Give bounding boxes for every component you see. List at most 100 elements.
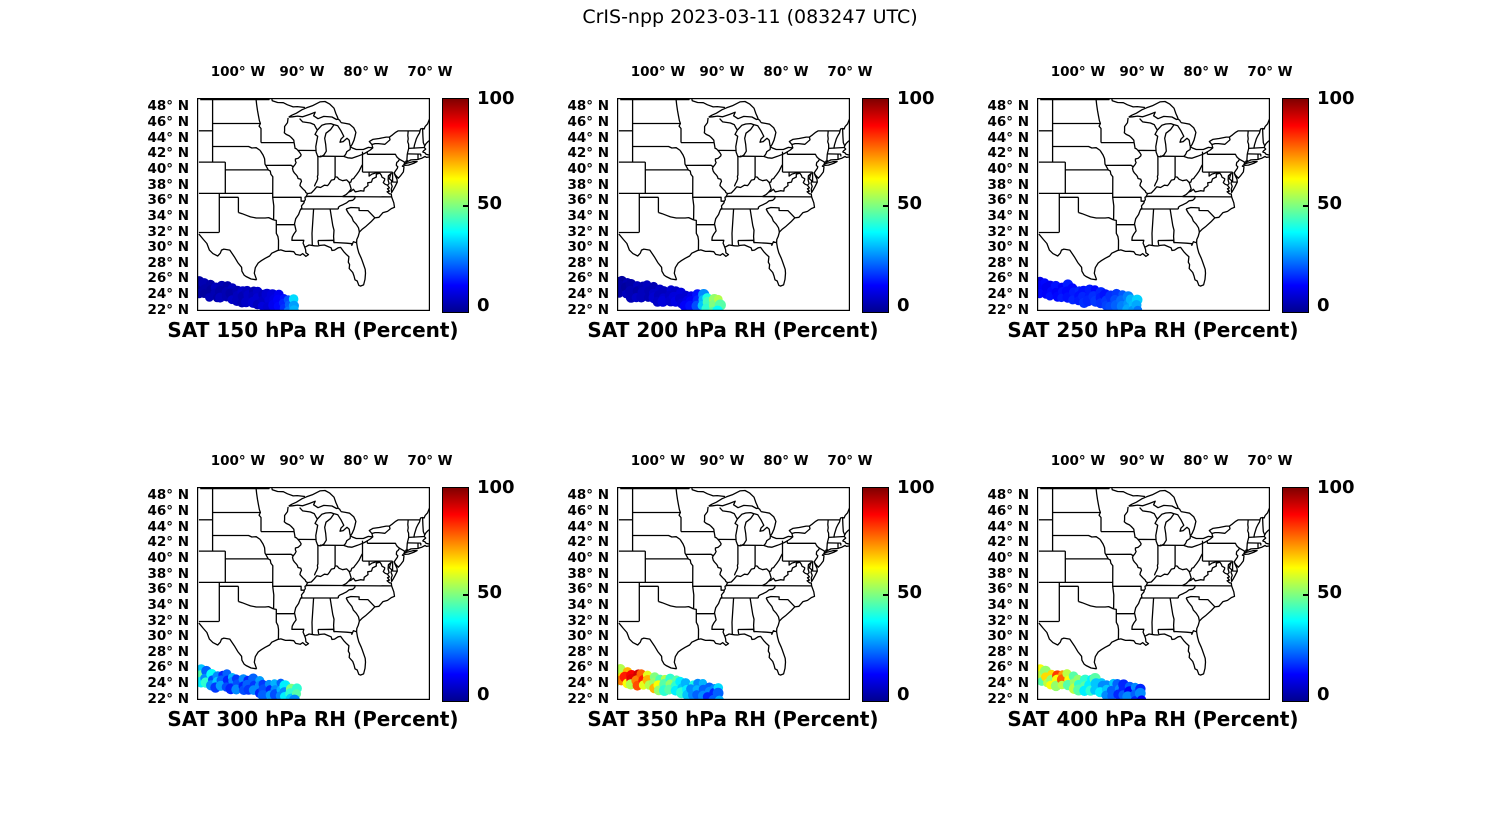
y-tick-label: 32° N (567, 613, 609, 629)
colorbar-tick-label-0: 0 (477, 295, 490, 316)
y-tick-label: 38° N (567, 566, 609, 582)
y-tick-label: 22° N (987, 302, 1029, 318)
y-tick-label: 32° N (987, 613, 1029, 629)
subplot-300hPa: 100° W 90° W 80° W 70° W 48° N 46° N 44° N 42°… (147, 453, 617, 807)
x-tick-label: 70° W (827, 64, 873, 80)
x-tick-label: 70° W (1247, 453, 1293, 469)
y-tick-label: 42° N (987, 145, 1029, 161)
x-tick-label: 100° W (630, 453, 686, 469)
colorbar-tick-label-0: 0 (477, 684, 490, 705)
y-tick-label: 42° N (147, 145, 189, 161)
colorbar-tick-label-0: 0 (1317, 684, 1330, 705)
map-plot-area (1037, 98, 1270, 311)
y-tick-label: 32° N (987, 224, 1029, 240)
y-tick-label: 28° N (987, 255, 1029, 271)
colorbar-tick-label-0: 0 (1317, 295, 1330, 316)
map-plot-area (1037, 487, 1270, 700)
colorbar-tick-label-100: 100 (1317, 88, 1355, 109)
y-tick-label: 48° N (567, 98, 609, 114)
subplot-title: SAT 400 hPa RH (Percent) (1007, 707, 1299, 731)
colorbar-tick-label-50: 50 (897, 582, 923, 603)
y-tick-label: 24° N (147, 675, 189, 691)
colorbar-mid-tick (1303, 204, 1308, 207)
y-tick-label: 48° N (567, 487, 609, 503)
x-tick-label: 100° W (1050, 64, 1106, 80)
y-tick-label: 46° N (567, 114, 609, 130)
x-tick-label: 100° W (210, 64, 266, 80)
y-tick-label: 40° N (147, 550, 189, 566)
y-tick-label: 26° N (147, 270, 189, 286)
x-tick-label: 100° W (1050, 453, 1106, 469)
map-plot-area (197, 98, 430, 311)
colorbar-tick-label-0: 0 (897, 684, 910, 705)
subplot-title: SAT 350 hPa RH (Percent) (587, 707, 879, 731)
y-tick-label: 30° N (567, 628, 609, 644)
y-tick-label: 40° N (987, 161, 1029, 177)
x-tick-label: 90° W (279, 453, 325, 469)
x-tick-label: 90° W (1119, 64, 1165, 80)
y-tick-label: 30° N (147, 628, 189, 644)
subplot-200hPa: 100° W 90° W 80° W 70° W 48° N 46° N 44° N 42°… (567, 64, 1037, 418)
figure-title: CrIS-npp 2023-03-11 (083247 UTC) (582, 6, 918, 28)
y-tick-label: 48° N (147, 487, 189, 503)
y-tick-label: 48° N (987, 487, 1029, 503)
x-tick-label: 80° W (343, 453, 389, 469)
y-tick-label: 24° N (567, 675, 609, 691)
y-tick-label: 44° N (147, 130, 189, 146)
y-tick-label: 34° N (147, 597, 189, 613)
y-tick-label: 44° N (567, 130, 609, 146)
colorbar (862, 487, 889, 702)
y-tick-label: 30° N (987, 239, 1029, 255)
y-tick-label: 28° N (567, 644, 609, 660)
y-tick-label: 38° N (987, 177, 1029, 193)
x-tick-label: 70° W (407, 453, 453, 469)
y-tick-label: 32° N (567, 224, 609, 240)
y-tick-label: 42° N (987, 534, 1029, 550)
y-tick-label: 36° N (987, 581, 1029, 597)
y-tick-label: 30° N (567, 239, 609, 255)
y-tick-label: 44° N (147, 519, 189, 535)
y-tick-label: 44° N (987, 130, 1029, 146)
y-tick-label: 36° N (567, 192, 609, 208)
subplot-250hPa: 100° W 90° W 80° W 70° W 48° N 46° N 44° N 42°… (987, 64, 1457, 418)
y-tick-label: 36° N (567, 581, 609, 597)
y-tick-label: 26° N (987, 270, 1029, 286)
colorbar-tick-label-0: 0 (897, 295, 910, 316)
y-tick-label: 46° N (147, 114, 189, 130)
subplot-400hPa: 100° W 90° W 80° W 70° W 48° N 46° N 44° N 42°… (987, 453, 1457, 807)
y-tick-label: 40° N (567, 161, 609, 177)
y-tick-label: 24° N (567, 286, 609, 302)
subplot-title: SAT 250 hPa RH (Percent) (1007, 318, 1299, 342)
subplot-350hPa: 100° W 90° W 80° W 70° W 48° N 46° N 44° N 42°… (567, 453, 1037, 807)
y-tick-label: 42° N (147, 534, 189, 550)
colorbar-mid-tick (883, 204, 888, 207)
y-tick-label: 40° N (147, 161, 189, 177)
x-tick-label: 80° W (343, 64, 389, 80)
y-tick-label: 44° N (987, 519, 1029, 535)
x-tick-label: 70° W (407, 64, 453, 80)
colorbar-tick-label-50: 50 (477, 193, 503, 214)
y-tick-label: 46° N (147, 503, 189, 519)
y-tick-label: 40° N (987, 550, 1029, 566)
colorbar-tick-label-100: 100 (477, 88, 515, 109)
y-tick-label: 34° N (987, 597, 1029, 613)
colorbar-mid-tick (463, 204, 468, 207)
y-tick-label: 38° N (147, 566, 189, 582)
y-tick-label: 28° N (147, 644, 189, 660)
y-tick-label: 30° N (147, 239, 189, 255)
y-tick-label: 42° N (567, 145, 609, 161)
y-tick-label: 42° N (567, 534, 609, 550)
y-tick-label: 34° N (567, 597, 609, 613)
colorbar-tick-label-100: 100 (1317, 477, 1355, 498)
x-tick-label: 80° W (763, 64, 809, 80)
y-tick-label: 28° N (567, 255, 609, 271)
map-plot-area (617, 487, 850, 700)
y-tick-label: 28° N (147, 255, 189, 271)
x-tick-label: 90° W (699, 64, 745, 80)
y-tick-label: 26° N (567, 270, 609, 286)
x-tick-label: 90° W (279, 64, 325, 80)
y-tick-label: 24° N (987, 286, 1029, 302)
y-tick-label: 34° N (147, 208, 189, 224)
colorbar-tick-label-100: 100 (897, 477, 935, 498)
